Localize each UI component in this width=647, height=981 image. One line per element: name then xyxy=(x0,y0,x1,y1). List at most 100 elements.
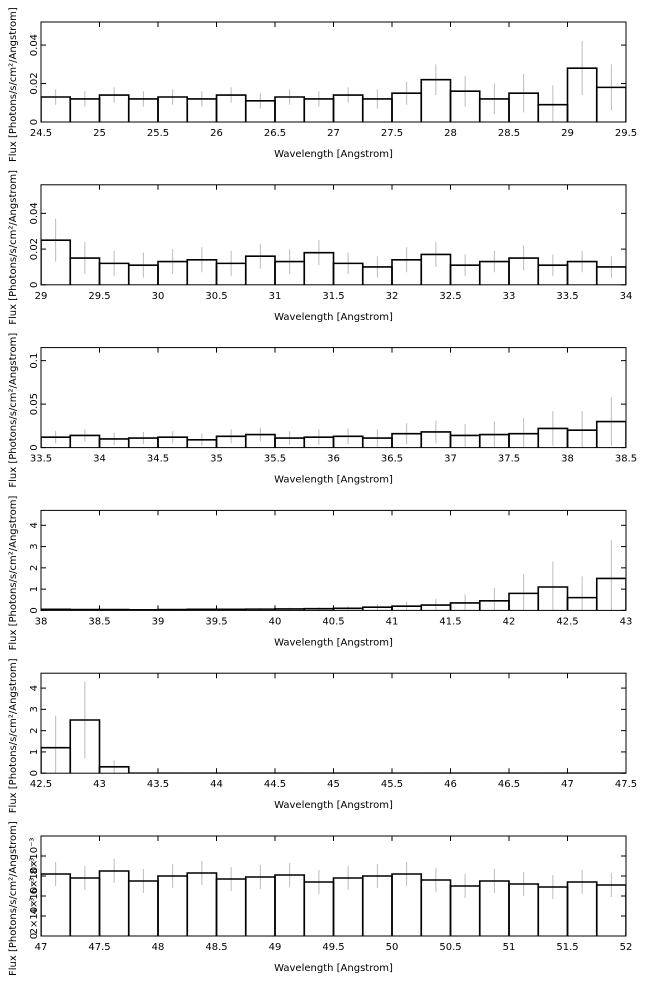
y-tick-label: 4 xyxy=(29,522,40,528)
x-tick-label: 49.5 xyxy=(322,942,344,953)
x-tick-label: 46.5 xyxy=(498,779,520,790)
panel: 38 38.5 39 39.5 40 40.5 41 41.5 42 42.5 43 0 1 2 3 4 Wav… xyxy=(8,495,632,650)
plot-frame xyxy=(40,509,627,611)
x-tick-label: 38 xyxy=(35,616,48,627)
x-tick-label: 26.5 xyxy=(264,128,286,139)
x-tick-label: 35.5 xyxy=(264,454,286,465)
y-tick-label: 3 xyxy=(29,543,40,549)
x-tick-label: 47.5 xyxy=(615,779,637,790)
x-tick-label: 29 xyxy=(35,291,48,302)
x-tick-label: 26 xyxy=(210,128,223,139)
y-tick-label: 0 xyxy=(29,770,40,776)
bin xyxy=(98,766,130,774)
y-axis-label: Flux [Photons/s/cm²/Angstrom] xyxy=(8,821,19,976)
x-tick-label: 49 xyxy=(269,942,282,953)
x-tick-label: 41 xyxy=(386,616,399,627)
x-tick-label: 42.5 xyxy=(556,616,578,627)
y-tick-label: 0.02 xyxy=(29,72,40,94)
x-tick-label: 33.5 xyxy=(30,454,52,465)
x-tick-label: 33.5 xyxy=(556,291,578,302)
x-tick-label: 48 xyxy=(152,942,165,953)
plot-area xyxy=(41,681,626,774)
plot-area xyxy=(41,397,626,448)
plot-area xyxy=(41,218,626,285)
x-axis-label: Wavelength [Angstrom] xyxy=(274,312,393,323)
bin xyxy=(595,577,626,611)
plot-area xyxy=(41,859,626,936)
x-tick-label: 29.5 xyxy=(88,291,110,302)
y-tick-label: 2 xyxy=(29,565,40,571)
x-tick-label: 35 xyxy=(210,454,223,465)
x-axis-label: Wavelength [Angstrom] xyxy=(274,149,393,160)
x-tick-label: 38.5 xyxy=(615,454,637,465)
x-tick-label: 37 xyxy=(444,454,457,465)
bin xyxy=(595,420,626,448)
x-tick-label: 37.5 xyxy=(498,454,520,465)
x-tick-label: 29 xyxy=(561,128,574,139)
x-tick-label: 34 xyxy=(620,291,633,302)
x-tick-label: 27 xyxy=(327,128,340,139)
x-tick-label: 27.5 xyxy=(381,128,403,139)
y-tick-label: 0 xyxy=(29,607,40,613)
x-tick-label: 30 xyxy=(152,291,165,302)
x-tick-label: 47.5 xyxy=(88,942,110,953)
x-tick-label: 31 xyxy=(269,291,282,302)
x-tick-label: 43 xyxy=(620,616,633,627)
y-tick-label: 6×10⁻³ xyxy=(29,858,40,895)
x-tick-label: 45 xyxy=(327,779,340,790)
y-tick-label: 2×10⁻³ xyxy=(29,898,40,935)
x-tick-label: 38 xyxy=(561,454,574,465)
x-tick-label: 25.5 xyxy=(147,128,169,139)
x-tick-label: 51.5 xyxy=(556,942,578,953)
y-tick-label: 1 xyxy=(29,749,40,755)
x-tick-label: 25 xyxy=(93,128,106,139)
y-tick-label: 0.05 xyxy=(29,393,40,415)
panel: 42.5 43 43.5 44 44.5 45 45.5 46 46.5 47 47.5 0 1 2 3 4 W… xyxy=(8,658,637,813)
plot-frame xyxy=(40,347,627,449)
x-tick-label: 33 xyxy=(503,291,516,302)
panel: 24.5 25 25.5 26 26.5 27 27.5 28 28.5 29 29.5 0 0.02 0… xyxy=(8,7,637,162)
plot-area xyxy=(41,540,626,611)
x-tick-label: 51 xyxy=(503,942,516,953)
x-tick-label: 46 xyxy=(444,779,457,790)
y-tick-label: 0 xyxy=(29,282,40,288)
y-tick-label: 0.04 xyxy=(29,34,40,56)
x-tick-label: 50.5 xyxy=(439,942,461,953)
x-axis-label: Wavelength [Angstrom] xyxy=(274,963,393,974)
x-tick-label: 38.5 xyxy=(88,616,110,627)
x-tick-label: 44.5 xyxy=(264,779,286,790)
x-tick-label: 50 xyxy=(386,942,399,953)
panel: 33.5 34 34.5 35 35.5 36 36.5 37 37.5 38 38.5 0 0.05 0… xyxy=(8,333,637,488)
y-axis-label: Flux [Photons/s/cm²/Angstrom] xyxy=(8,7,19,162)
x-tick-label: 32 xyxy=(386,291,399,302)
x-tick-label: 39 xyxy=(152,616,165,627)
x-tick-label: 30.5 xyxy=(205,291,227,302)
x-axis-label: Wavelength [Angstrom] xyxy=(274,475,393,486)
x-tick-label: 40.5 xyxy=(322,616,344,627)
plot-frame xyxy=(40,672,627,774)
y-tick-label: 0.1 xyxy=(29,353,40,369)
x-tick-label: 47 xyxy=(561,779,574,790)
x-tick-label: 34 xyxy=(93,454,106,465)
y-axis-label: Flux [Photons/s/cm²/Angstrom] xyxy=(8,170,19,325)
x-tick-label: 47 xyxy=(35,942,48,953)
x-tick-label: 31.5 xyxy=(322,291,344,302)
x-tick-label: 40 xyxy=(269,616,282,627)
x-tick-label: 43 xyxy=(93,779,106,790)
panel: 29 29.5 30 30.5 31 31.5 32 32.5 33 33.5 34 0 0.02 0.0… xyxy=(8,170,632,325)
x-tick-label: 44 xyxy=(210,779,223,790)
x-tick-label: 52 xyxy=(620,942,633,953)
x-tick-label: 28 xyxy=(444,128,457,139)
y-tick-label: 3 xyxy=(29,706,40,712)
y-tick-label: 4×10⁻³ xyxy=(29,878,40,915)
plot-frame xyxy=(40,835,627,937)
x-tick-label: 42.5 xyxy=(30,779,52,790)
x-axis-label: Wavelength [Angstrom] xyxy=(274,637,393,648)
x-tick-label: 41.5 xyxy=(439,616,461,627)
y-tick-label: 0 xyxy=(29,933,40,939)
y-tick-label: 0 xyxy=(29,444,40,450)
y-tick-label: 1 xyxy=(29,586,40,592)
y-tick-label: 0.02 xyxy=(29,238,40,260)
x-axis-label: Wavelength [Angstrom] xyxy=(274,800,393,811)
y-tick-label: 0.04 xyxy=(29,202,40,224)
